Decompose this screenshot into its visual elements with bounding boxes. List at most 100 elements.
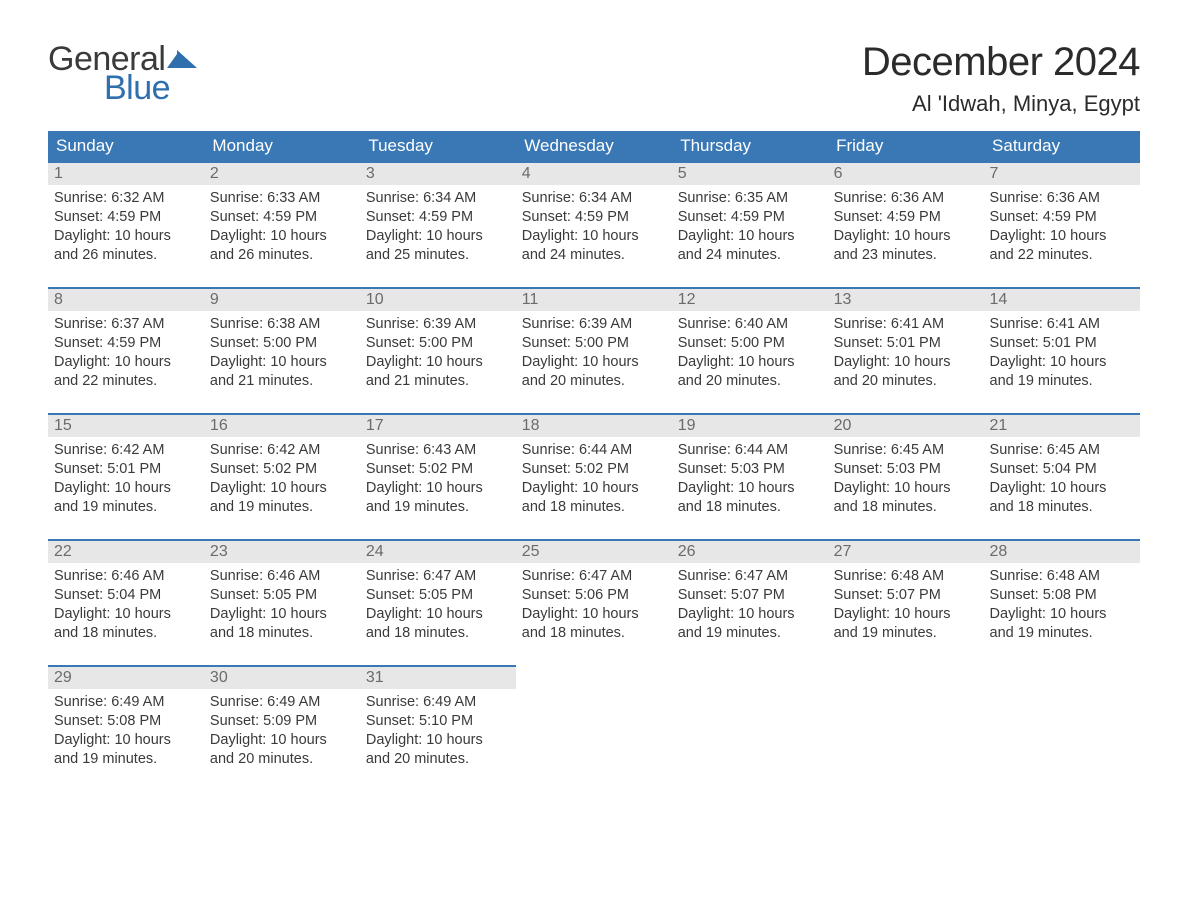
day-number: 9 (204, 289, 360, 311)
logo: General Blue (48, 40, 199, 108)
sunrise: Sunrise: 6:47 AM (678, 567, 822, 586)
day-number: 13 (828, 289, 984, 311)
day-number: 19 (672, 415, 828, 437)
daylight-line2: and 19 minutes. (54, 498, 198, 517)
calendar-day-cell: 10Sunrise: 6:39 AMSunset: 5:00 PMDayligh… (360, 287, 516, 413)
header: General Blue December 2024 Al 'Idwah, Mi… (48, 40, 1140, 117)
daylight-line2: and 24 minutes. (678, 246, 822, 265)
calendar-day-cell: 20Sunrise: 6:45 AMSunset: 5:03 PMDayligh… (828, 413, 984, 539)
daylight-line2: and 22 minutes. (990, 246, 1134, 265)
calendar-day-cell: 25Sunrise: 6:47 AMSunset: 5:06 PMDayligh… (516, 539, 672, 665)
day-body: Sunrise: 6:41 AMSunset: 5:01 PMDaylight:… (984, 311, 1140, 400)
calendar-day-cell: 18Sunrise: 6:44 AMSunset: 5:02 PMDayligh… (516, 413, 672, 539)
calendar-day-cell: 15Sunrise: 6:42 AMSunset: 5:01 PMDayligh… (48, 413, 204, 539)
calendar-day-cell: 2Sunrise: 6:33 AMSunset: 4:59 PMDaylight… (204, 161, 360, 287)
daylight-line1: Daylight: 10 hours (210, 605, 354, 624)
daylight-line1: Daylight: 10 hours (366, 605, 510, 624)
sunrise: Sunrise: 6:39 AM (366, 315, 510, 334)
day-number: 23 (204, 541, 360, 563)
calendar-day-cell: 9Sunrise: 6:38 AMSunset: 5:00 PMDaylight… (204, 287, 360, 413)
daylight-line1: Daylight: 10 hours (834, 353, 978, 372)
daylight-line2: and 20 minutes. (366, 750, 510, 769)
sunset: Sunset: 5:03 PM (678, 460, 822, 479)
sunrise: Sunrise: 6:33 AM (210, 189, 354, 208)
daylight-line2: and 20 minutes. (678, 372, 822, 391)
daylight-line2: and 19 minutes. (210, 498, 354, 517)
day-number: 22 (48, 541, 204, 563)
weekday-saturday: Saturday (984, 131, 1140, 161)
calendar-day-cell: 24Sunrise: 6:47 AMSunset: 5:05 PMDayligh… (360, 539, 516, 665)
day-body: Sunrise: 6:38 AMSunset: 5:00 PMDaylight:… (204, 311, 360, 400)
title-block: December 2024 Al 'Idwah, Minya, Egypt (862, 40, 1140, 117)
daylight-line2: and 18 minutes. (54, 624, 198, 643)
daylight-line2: and 21 minutes. (366, 372, 510, 391)
day-body: Sunrise: 6:33 AMSunset: 4:59 PMDaylight:… (204, 185, 360, 274)
daylight-line2: and 22 minutes. (54, 372, 198, 391)
calendar-day-cell: 23Sunrise: 6:46 AMSunset: 5:05 PMDayligh… (204, 539, 360, 665)
daylight-line1: Daylight: 10 hours (678, 353, 822, 372)
daylight-line2: and 26 minutes. (210, 246, 354, 265)
day-body: Sunrise: 6:48 AMSunset: 5:08 PMDaylight:… (984, 563, 1140, 652)
calendar-day-cell: 28Sunrise: 6:48 AMSunset: 5:08 PMDayligh… (984, 539, 1140, 665)
day-body: Sunrise: 6:47 AMSunset: 5:07 PMDaylight:… (672, 563, 828, 652)
sunrise: Sunrise: 6:32 AM (54, 189, 198, 208)
sunrise: Sunrise: 6:46 AM (54, 567, 198, 586)
daylight-line2: and 26 minutes. (54, 246, 198, 265)
sunrise: Sunrise: 6:43 AM (366, 441, 510, 460)
sunset: Sunset: 5:08 PM (990, 586, 1134, 605)
daylight-line2: and 25 minutes. (366, 246, 510, 265)
sunrise: Sunrise: 6:42 AM (54, 441, 198, 460)
daylight-line1: Daylight: 10 hours (54, 479, 198, 498)
sunrise: Sunrise: 6:35 AM (678, 189, 822, 208)
calendar-week-row: 8Sunrise: 6:37 AMSunset: 4:59 PMDaylight… (48, 287, 1140, 413)
daylight-line2: and 19 minutes. (990, 372, 1134, 391)
day-body: Sunrise: 6:49 AMSunset: 5:08 PMDaylight:… (48, 689, 204, 778)
sunrise: Sunrise: 6:45 AM (990, 441, 1134, 460)
day-number: 6 (828, 163, 984, 185)
sunrise: Sunrise: 6:39 AM (522, 315, 666, 334)
calendar-day-cell: 4Sunrise: 6:34 AMSunset: 4:59 PMDaylight… (516, 161, 672, 287)
daylight-line1: Daylight: 10 hours (522, 479, 666, 498)
daylight-line1: Daylight: 10 hours (990, 605, 1134, 624)
day-number: 8 (48, 289, 204, 311)
daylight-line1: Daylight: 10 hours (678, 227, 822, 246)
day-body: Sunrise: 6:40 AMSunset: 5:00 PMDaylight:… (672, 311, 828, 400)
sunrise: Sunrise: 6:47 AM (366, 567, 510, 586)
day-body: Sunrise: 6:44 AMSunset: 5:02 PMDaylight:… (516, 437, 672, 526)
day-body: Sunrise: 6:36 AMSunset: 4:59 PMDaylight:… (828, 185, 984, 274)
sunrise: Sunrise: 6:47 AM (522, 567, 666, 586)
day-body: Sunrise: 6:39 AMSunset: 5:00 PMDaylight:… (360, 311, 516, 400)
daylight-line1: Daylight: 10 hours (210, 353, 354, 372)
day-number: 12 (672, 289, 828, 311)
sunset: Sunset: 5:04 PM (990, 460, 1134, 479)
sunset: Sunset: 5:03 PM (834, 460, 978, 479)
logo-word-blue: Blue (104, 69, 199, 108)
daylight-line1: Daylight: 10 hours (210, 479, 354, 498)
day-number: 28 (984, 541, 1140, 563)
calendar-day-cell (828, 665, 984, 791)
weekday-header-row: Sunday Monday Tuesday Wednesday Thursday… (48, 131, 1140, 161)
location: Al 'Idwah, Minya, Egypt (862, 91, 1140, 117)
sunrise: Sunrise: 6:46 AM (210, 567, 354, 586)
calendar-day-cell: 7Sunrise: 6:36 AMSunset: 4:59 PMDaylight… (984, 161, 1140, 287)
sunset: Sunset: 5:02 PM (522, 460, 666, 479)
day-body: Sunrise: 6:49 AMSunset: 5:10 PMDaylight:… (360, 689, 516, 778)
sunrise: Sunrise: 6:34 AM (522, 189, 666, 208)
calendar-day-cell: 5Sunrise: 6:35 AMSunset: 4:59 PMDaylight… (672, 161, 828, 287)
sunset: Sunset: 4:59 PM (834, 208, 978, 227)
weekday-wednesday: Wednesday (516, 131, 672, 161)
sunset: Sunset: 5:02 PM (366, 460, 510, 479)
calendar-day-cell (516, 665, 672, 791)
day-body: Sunrise: 6:41 AMSunset: 5:01 PMDaylight:… (828, 311, 984, 400)
sunrise: Sunrise: 6:49 AM (366, 693, 510, 712)
day-body: Sunrise: 6:47 AMSunset: 5:06 PMDaylight:… (516, 563, 672, 652)
daylight-line2: and 20 minutes. (834, 372, 978, 391)
daylight-line1: Daylight: 10 hours (54, 227, 198, 246)
day-body: Sunrise: 6:34 AMSunset: 4:59 PMDaylight:… (516, 185, 672, 274)
calendar-day-cell: 14Sunrise: 6:41 AMSunset: 5:01 PMDayligh… (984, 287, 1140, 413)
daylight-line2: and 19 minutes. (54, 750, 198, 769)
day-body: Sunrise: 6:37 AMSunset: 4:59 PMDaylight:… (48, 311, 204, 400)
day-number: 11 (516, 289, 672, 311)
daylight-line2: and 18 minutes. (834, 498, 978, 517)
weekday-friday: Friday (828, 131, 984, 161)
